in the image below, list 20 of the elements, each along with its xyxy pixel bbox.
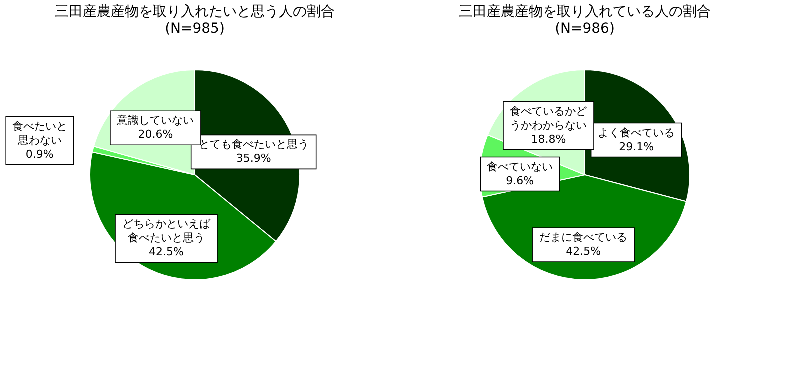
- data-label: 35.9%: [236, 152, 272, 166]
- data-label: 20.6%: [138, 128, 174, 142]
- chart-subtitle: (N=986): [555, 21, 615, 37]
- slice-label: よく食べている: [598, 126, 676, 140]
- slice-label: 食べているかどうかわからない: [510, 104, 588, 132]
- data-label: 42.5%: [566, 245, 602, 258]
- chart-title: 三田産農産物を取り入れたいと思う人の割合: [55, 4, 335, 20]
- slice-label: 食べていない: [487, 160, 554, 174]
- data-label: 42.5%: [149, 246, 184, 259]
- slice-label: どちらかといえば食べたいと思う: [122, 218, 212, 245]
- data-label: 18.8%: [531, 132, 566, 146]
- data-label: 29.1%: [619, 140, 654, 154]
- chart-title: 三田産農産物を取り入れている人の割合: [459, 4, 711, 20]
- data-label: 0.9%: [26, 148, 54, 161]
- chart-subtitle: (N=985): [165, 21, 225, 37]
- slice-label: 意識していない: [116, 114, 194, 128]
- slice-label: だまに食べている: [540, 231, 628, 244]
- slice-label: 食べたいと思わない: [12, 120, 68, 147]
- data-label: 9.6%: [506, 174, 534, 188]
- slice-label: とても食べたいと思う: [198, 138, 309, 152]
